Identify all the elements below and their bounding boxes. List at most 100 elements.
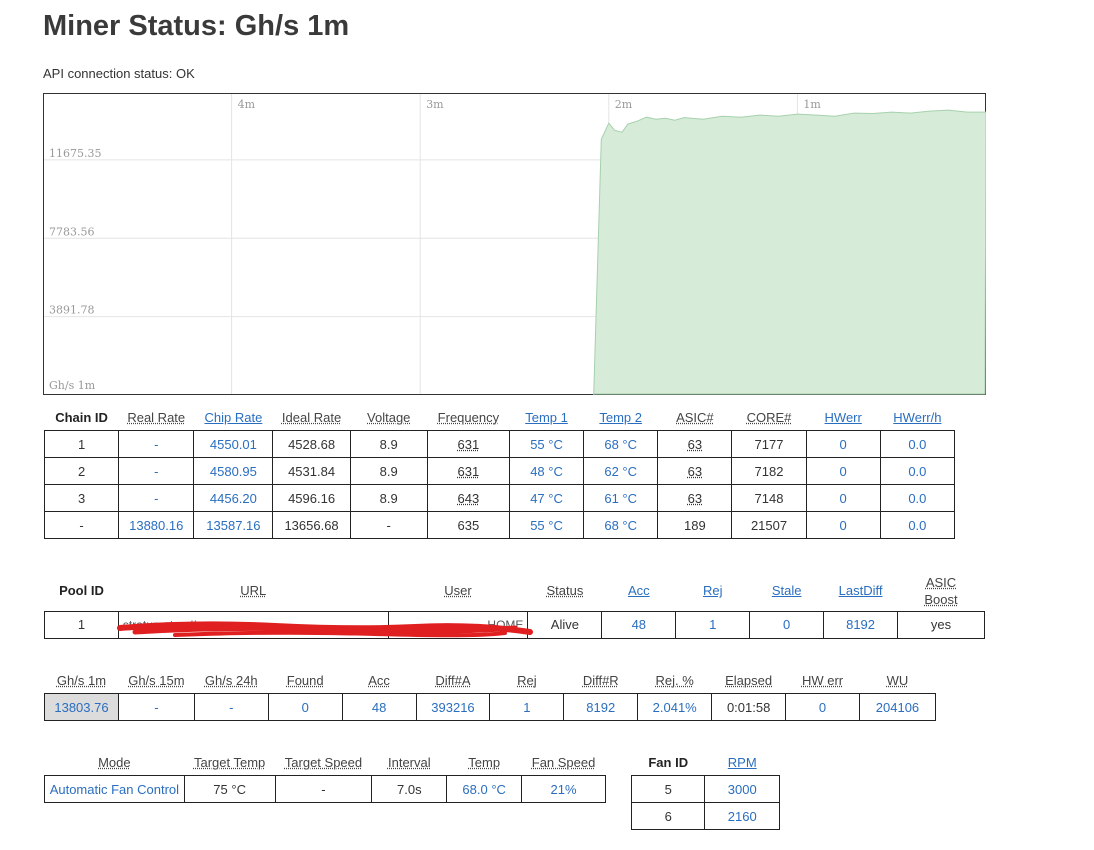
table-row: 1 stratum+tcp://... ....HOME Alive 48 1 … [44, 610, 985, 639]
cell: 68.0 °C [446, 775, 523, 803]
cell: 2.041% [637, 693, 713, 721]
pool-table: Pool ID URL User Status Acc Rej Stale La… [44, 571, 985, 639]
chain-table: Chain ID Real Rate Chip Rate Ideal Rate … [43, 404, 956, 539]
cell: 0 [749, 610, 825, 639]
y-tick-label: 7783.56 [49, 225, 95, 238]
cell: 204106 [858, 693, 937, 721]
cell: - [117, 693, 195, 721]
table-row: 3 - 4456.20 4596.16 8.9 643 47 °C 61 °C … [43, 484, 956, 512]
col-diff-a: Diff#A [435, 672, 471, 688]
col-ghs-24h: Gh/s 24h [204, 672, 258, 688]
cell: 4528.68 [272, 430, 351, 458]
col-asic-count: ASIC# [676, 409, 714, 425]
cell: 13656.68 [272, 511, 351, 539]
x-tick-label: 2m [615, 98, 633, 111]
col-diff-r: Diff#R [582, 672, 619, 688]
cell: 0.0 [879, 484, 956, 512]
col-temp2[interactable]: Temp 2 [599, 409, 643, 425]
cell: 8192 [823, 610, 899, 639]
col-elapsed: Elapsed [725, 672, 773, 688]
cell: 393216 [415, 693, 491, 721]
table-row: 1 - 4550.01 4528.68 8.9 631 55 °C 68 °C … [43, 430, 956, 458]
col-chip-rate[interactable]: Chip Rate [204, 409, 263, 425]
cell: 62 °C [583, 457, 659, 485]
cell: 0.0 [879, 511, 956, 539]
cell: 8.9 [349, 430, 428, 458]
cell: 4531.84 [272, 457, 351, 485]
cell: 68 °C [583, 430, 659, 458]
cell: 8192 [563, 693, 639, 721]
cell: 47 °C [508, 484, 585, 512]
summary-table-header: Gh/s 1m Gh/s 15m Gh/s 24h Found Acc Diff… [45, 667, 936, 694]
col-temp1[interactable]: Temp 1 [525, 409, 568, 425]
pool-table-header: Pool ID URL User Status Acc Rej Stale La… [45, 571, 985, 611]
cell: Alive [527, 610, 603, 639]
col-target-temp: Target Temp [193, 754, 266, 770]
col-stale[interactable]: Stale [771, 583, 802, 599]
cell: 3 [43, 484, 120, 512]
cell: - [193, 693, 269, 721]
col-rej-percent: Rej. % [655, 672, 694, 688]
cell: 1 [489, 693, 565, 721]
cell-selected[interactable]: 13803.76 [44, 693, 119, 721]
col-asic-boost-line2: Boost [924, 591, 958, 607]
cell: 643 [426, 484, 510, 512]
cell: 75 °C [183, 775, 276, 803]
col-hwerr-per-hour[interactable]: HWerr/h [893, 409, 942, 425]
col-lastdiff[interactable]: LastDiff [838, 583, 883, 599]
col-hwerr[interactable]: HWerr [824, 409, 862, 425]
table-row: 5 3000 [630, 775, 780, 803]
cell: - [118, 457, 195, 485]
cell: 63 [657, 430, 733, 458]
fans-table: Fan ID RPM 5 3000 6 2160 [630, 749, 780, 830]
table-row: 2 - 4580.95 4531.84 8.9 631 48 °C 62 °C … [43, 457, 956, 485]
table-row: 13803.76 - - 0 48 393216 1 8192 2.041% 0… [44, 693, 937, 721]
cell: 63 [657, 484, 733, 512]
col-ghs-1m: Gh/s 1m [56, 672, 107, 688]
col-target-speed: Target Speed [284, 754, 363, 770]
cell: 48 [341, 693, 417, 721]
y-tick-label: 11675.35 [49, 147, 102, 160]
cell: 7177 [731, 430, 807, 458]
cell: 61 °C [583, 484, 659, 512]
col-rej[interactable]: Rej [702, 583, 723, 599]
col-user: User [444, 583, 472, 599]
cell: 4456.20 [193, 484, 274, 512]
cell: 68 °C [583, 511, 659, 539]
col-temp: Temp [468, 754, 501, 770]
summary-table: Gh/s 1m Gh/s 15m Gh/s 24h Found Acc Diff… [44, 667, 937, 721]
cell: 3000 [704, 775, 780, 803]
pool-user: ....HOME [387, 610, 529, 639]
fan-mode-cell[interactable]: Automatic Fan Control [44, 775, 185, 803]
hashrate-chart: 4m 3m 2m 1m 11675.35 7783.56 3891.78 Gh/s 1m [43, 93, 986, 395]
col-frequency: Frequency [437, 409, 500, 425]
cell: - [274, 775, 373, 803]
col-rpm[interactable]: RPM [727, 754, 757, 770]
col-interval: Interval [387, 754, 431, 770]
cell: 0.0 [879, 430, 956, 458]
cell: 7148 [731, 484, 807, 512]
cell: 4550.01 [193, 430, 274, 458]
cell: 6 [630, 802, 706, 830]
pool-url: stratum+tcp://... [117, 610, 389, 639]
col-wu: WU [886, 672, 909, 688]
cell: 55 °C [508, 511, 585, 539]
y-tick-label: 3891.78 [49, 304, 95, 317]
api-connection-status: API connection status: OK [43, 66, 195, 81]
cell: 63 [657, 457, 733, 485]
col-acc[interactable]: Acc [627, 583, 650, 599]
cell: 0 [805, 484, 881, 512]
col-core-count: CORE# [746, 409, 792, 425]
table-row: 6 2160 [630, 802, 780, 830]
cell: 0 [805, 511, 881, 539]
cell: - [349, 511, 428, 539]
cell: 631 [426, 457, 510, 485]
col-found: Found [286, 672, 324, 688]
col-ideal-rate: Ideal Rate [281, 409, 342, 425]
cell: - [118, 430, 195, 458]
cell: 48 °C [508, 457, 585, 485]
cell: 4596.16 [272, 484, 351, 512]
col-fan-speed: Fan Speed [531, 754, 596, 770]
chain-table-header: Chain ID Real Rate Chip Rate Ideal Rate … [45, 404, 955, 431]
col-ghs-15m: Gh/s 15m [128, 672, 185, 688]
